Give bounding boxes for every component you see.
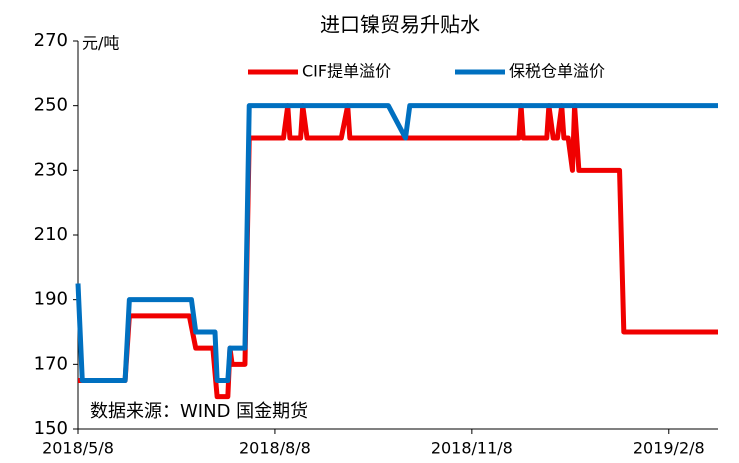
- y-tick-label: 190: [34, 289, 68, 310]
- chart-title: 进口镍贸易升贴水: [320, 13, 480, 37]
- x-tick-label: 2018/8/8: [239, 439, 311, 458]
- series-line: [75, 103, 718, 383]
- source-note: 数据来源：WIND 国金期货: [90, 401, 308, 422]
- series-line: [78, 103, 718, 400]
- y-tick-label: 170: [34, 353, 68, 374]
- x-tick-label: 2018/5/8: [42, 439, 114, 458]
- legend-label: CIF提单溢价: [302, 62, 391, 81]
- y-tick-label: 150: [34, 418, 68, 439]
- y-unit: 元/吨: [82, 34, 119, 53]
- x-tick-label: 2018/11/8: [431, 439, 513, 458]
- x-tick-label: 2019/2/8: [633, 439, 705, 458]
- y-tick-label: 230: [34, 159, 68, 180]
- y-tick-label: 270: [34, 30, 68, 51]
- y-tick-label: 250: [34, 95, 68, 116]
- y-tick-label: 210: [34, 224, 68, 245]
- legend-label: 保税仓单溢价: [509, 62, 605, 81]
